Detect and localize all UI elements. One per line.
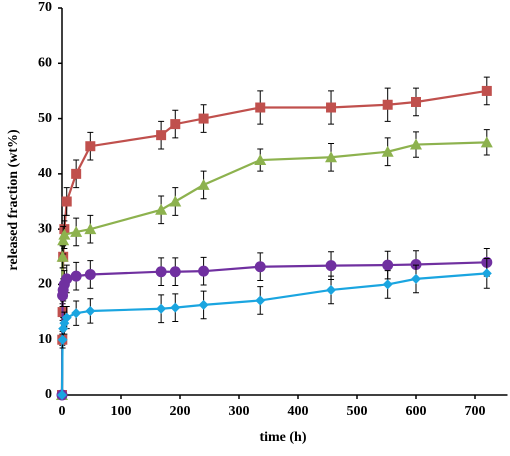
marker [155, 266, 167, 278]
marker [198, 265, 210, 277]
marker [411, 273, 421, 284]
marker [57, 334, 68, 345]
x-tick-label: 500 [347, 404, 368, 419]
marker [57, 234, 70, 246]
marker [84, 268, 96, 280]
y-tick-label: 60 [38, 56, 52, 71]
marker [61, 273, 73, 285]
marker [382, 259, 394, 271]
marker [198, 113, 209, 124]
y-tick-label: 20 [38, 277, 52, 292]
x-tick-label: 0 [59, 404, 66, 419]
marker [382, 99, 393, 110]
marker [197, 178, 210, 190]
y-tick-label: 0 [45, 387, 52, 402]
marker [381, 145, 394, 157]
x-tick-label: 400 [288, 404, 309, 419]
x-tick-label: 300 [229, 404, 250, 419]
series-line [60, 261, 487, 396]
marker [170, 302, 181, 313]
marker [326, 102, 337, 113]
marker [70, 225, 83, 237]
x-tick-label: 100 [111, 404, 132, 419]
series-line [60, 89, 487, 396]
marker [170, 119, 181, 130]
y-tick-label: 70 [38, 0, 52, 15]
marker [410, 259, 422, 271]
marker [198, 299, 209, 310]
series-line [60, 141, 487, 396]
marker [411, 96, 421, 107]
marker [254, 261, 266, 273]
marker [480, 136, 493, 148]
x-tick-label: 700 [465, 404, 486, 419]
marker [382, 279, 393, 290]
marker [71, 308, 82, 319]
y-tick-label: 10 [38, 332, 52, 347]
marker [61, 196, 72, 207]
marker [255, 295, 266, 306]
marker [58, 228, 71, 240]
y-tick-label: 50 [38, 111, 52, 126]
marker [254, 154, 267, 166]
marker [156, 130, 167, 141]
marker [70, 270, 82, 282]
marker [57, 390, 67, 400]
y-tick-label: 40 [38, 166, 52, 181]
marker [85, 141, 96, 152]
marker [84, 223, 97, 235]
marker [156, 303, 167, 314]
marker [325, 260, 337, 272]
y-tick-label: 30 [38, 221, 52, 236]
series-line [60, 272, 487, 396]
y-axis-label: released fraction (wt%) [6, 129, 21, 271]
x-axis-label: time (h) [259, 430, 306, 445]
marker [326, 284, 337, 295]
marker [169, 195, 182, 207]
marker [61, 312, 72, 323]
marker [481, 85, 492, 96]
marker [85, 305, 96, 316]
marker [325, 151, 338, 163]
marker [56, 250, 69, 262]
marker [481, 268, 492, 279]
x-tick-label: 200 [170, 404, 191, 419]
marker [155, 203, 168, 215]
x-tick-label: 600 [406, 404, 427, 419]
marker [410, 138, 422, 150]
marker [255, 102, 266, 113]
marker [71, 168, 82, 179]
marker [169, 266, 181, 278]
